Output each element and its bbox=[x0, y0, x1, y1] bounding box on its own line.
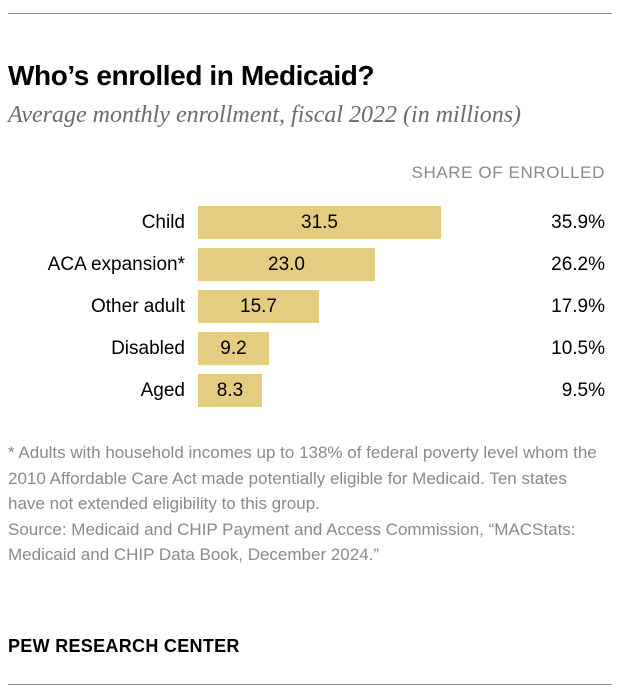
chart-row: ACA expansion* 23.0 26.2% bbox=[0, 248, 620, 281]
chart-row: Aged 8.3 9.5% bbox=[0, 374, 620, 407]
chart-row: Child 31.5 35.9% bbox=[0, 206, 620, 239]
share-value-label: 35.9% bbox=[551, 212, 605, 233]
chart-subtitle: Average monthly enrollment, fiscal 2022 … bbox=[8, 102, 522, 128]
page-title: Who’s enrolled in Medicaid? bbox=[8, 59, 375, 91]
bar-zone: 31.5 bbox=[198, 206, 620, 239]
bar bbox=[198, 248, 375, 281]
footnote-text: * Adults with household incomes up to 13… bbox=[8, 443, 597, 513]
bar-value-label: 15.7 bbox=[240, 296, 277, 317]
bar-value-label: 23.0 bbox=[268, 254, 305, 275]
share-of-enrolled-column-header: SHARE OF ENROLLED bbox=[411, 163, 605, 182]
bar-value-label: 9.2 bbox=[220, 338, 247, 359]
category-label: Other adult bbox=[91, 296, 185, 317]
source-text: Source: Medicaid and CHIP Payment and Ac… bbox=[8, 519, 576, 565]
share-value-label: 10.5% bbox=[551, 338, 605, 359]
share-value-label: 26.2% bbox=[551, 254, 605, 275]
bar-value-label: 31.5 bbox=[301, 212, 338, 233]
category-label: Child bbox=[141, 212, 185, 233]
bar-zone: 15.7 bbox=[198, 290, 620, 323]
chart-row: Other adult 15.7 17.9% bbox=[0, 290, 620, 323]
category-label: Aged bbox=[140, 380, 185, 401]
bar-zone: 9.2 bbox=[198, 332, 620, 365]
bar-zone: 23.0 bbox=[198, 248, 620, 281]
chart-row: Disabled 9.2 10.5% bbox=[0, 332, 620, 365]
bar-value-label: 8.3 bbox=[216, 380, 244, 401]
brand-footer: PEW RESEARCH CENTER bbox=[8, 636, 240, 656]
category-label: Disabled bbox=[111, 338, 185, 359]
category-label: ACA expansion* bbox=[47, 254, 185, 275]
share-value-label: 9.5% bbox=[561, 380, 605, 401]
bar bbox=[198, 206, 441, 239]
bottom-divider bbox=[8, 684, 612, 685]
bar-chart-rows: Child 31.5 35.9% ACA expansion* 23.0 26.2% Oth… bbox=[0, 206, 620, 416]
bar-zone: 8.3 bbox=[198, 374, 620, 407]
notes-block: * Adults with household incomes up to 13… bbox=[8, 440, 608, 568]
bar bbox=[198, 374, 262, 407]
share-value-label: 17.9% bbox=[551, 296, 605, 317]
bar bbox=[198, 332, 269, 365]
top-divider bbox=[8, 13, 612, 14]
bar bbox=[198, 290, 319, 323]
